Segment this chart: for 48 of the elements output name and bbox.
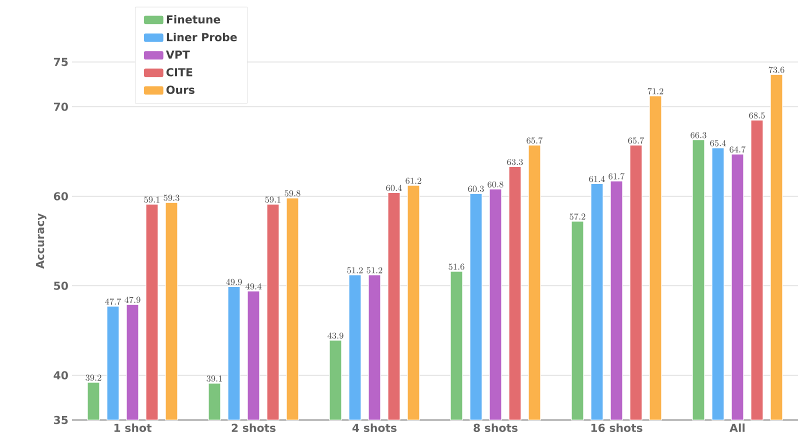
data-label: 59. 1 <box>144 196 160 203</box>
data-label: 59.8 <box>284 190 300 196</box>
data-label: 60.4 <box>386 184 402 192</box>
data-label: 47.9 <box>124 296 140 303</box>
data-label: 59. 1 <box>265 196 280 203</box>
data-label: 49.4 <box>246 283 262 290</box>
legend-label: VPT <box>166 50 190 59</box>
data-label: 66.3 <box>690 132 706 138</box>
data-label: 61 .4 <box>589 176 605 182</box>
x-tick-label: 4 shots <box>352 424 397 432</box>
y-tick-label: 60 <box>54 192 68 200</box>
data-label: 60.3 <box>468 186 484 192</box>
x-tick-label: 8 shots <box>474 424 518 432</box>
data-label: 47.7 <box>105 298 122 305</box>
y-tick-label: 40 <box>54 371 68 380</box>
legend-label: CITE <box>166 68 192 76</box>
legend-label: Finetune <box>166 15 220 24</box>
data-label: 61 .2 <box>406 178 422 184</box>
x-tick-label: All <box>730 424 745 432</box>
data-label: 73.6 <box>768 66 784 73</box>
data-label: 49.9 <box>226 278 242 286</box>
data-label: 68.5 <box>749 112 765 119</box>
x-tick-label: 2 shots <box>232 424 276 432</box>
data-label: 43.9 <box>328 332 344 339</box>
y-tick-label: 50 <box>54 282 68 290</box>
data-label: 51 .6 <box>448 264 464 270</box>
data-label: 63.3 <box>507 158 523 166</box>
legend-label: Ours <box>166 86 194 94</box>
data-label: 61 .7 <box>608 173 625 180</box>
data-label: 39. 1 <box>206 376 222 382</box>
y-tick-label: 35 <box>54 416 68 424</box>
data-label: 65.7 <box>526 137 543 144</box>
data-label: 64.7 <box>730 146 746 153</box>
data-label: 60.8 <box>488 181 504 188</box>
x-tick-label: 1 shot <box>114 424 152 432</box>
legend-label: Liner Probe <box>166 32 237 42</box>
data-label: 51 .2 <box>366 267 382 274</box>
data-label: 51 .2 <box>347 267 363 274</box>
y-tick-label: 70 <box>54 102 68 111</box>
y-tick-label: 75 <box>54 58 68 66</box>
data-label: 65.7 <box>628 137 644 144</box>
data-label: 59.3 <box>164 194 180 201</box>
data-label: 65.4 <box>710 140 726 146</box>
data-label: 71 .2 <box>648 88 664 94</box>
data-label: 39.2 <box>86 374 102 381</box>
data-label: 57.2 <box>570 213 586 220</box>
y-axis-title: Accuracy <box>36 213 46 269</box>
x-tick-label: 16 shots <box>591 424 642 432</box>
